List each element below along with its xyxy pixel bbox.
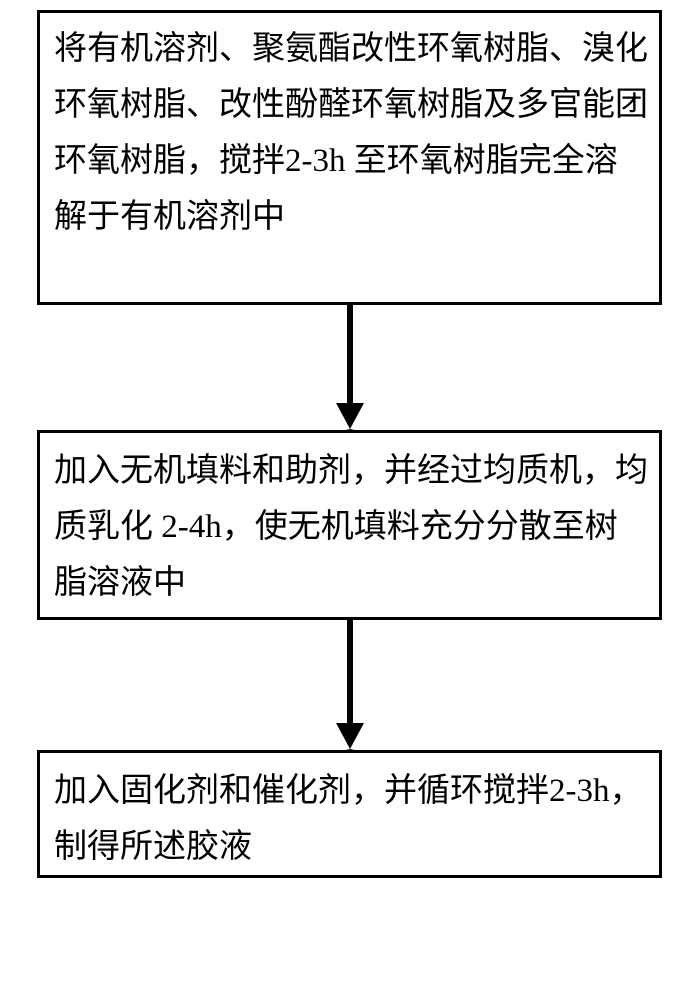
flowchart-step-3-text: 加入固化剂和催化剂，并循环搅拌2-3h，制得所述胶液 xyxy=(54,773,643,865)
arrow-line xyxy=(347,619,353,723)
flowchart-step-2-text: 加入无机填料和助剂，并经过均质机，均质乳化 2-4h，使无机填料充分分散至树脂溶… xyxy=(54,453,648,601)
flowchart-step-2: 加入无机填料和助剂，并经过均质机，均质乳化 2-4h，使无机填料充分分散至树脂溶… xyxy=(37,430,662,620)
arrow-icon xyxy=(336,304,364,432)
arrow-head-icon xyxy=(336,723,364,752)
flowchart-step-1: 将有机溶剂、聚氨酯改性环氧树脂、溴化环氧树脂、改性酚醛环氧树脂及多官能团环氧树脂… xyxy=(37,10,662,305)
flowchart-step-3: 加入固化剂和催化剂，并循环搅拌2-3h，制得所述胶液 xyxy=(37,750,662,878)
arrow-line xyxy=(347,304,353,403)
flowchart-arrow-2 xyxy=(336,620,364,750)
arrow-head-icon xyxy=(336,403,364,432)
flowchart-step-1-text: 将有机溶剂、聚氨酯改性环氧树脂、溴化环氧树脂、改性酚醛环氧树脂及多官能团环氧树脂… xyxy=(54,31,648,235)
flowchart-arrow-1 xyxy=(336,305,364,430)
flowchart-container: 将有机溶剂、聚氨酯改性环氧树脂、溴化环氧树脂、改性酚醛环氧树脂及多官能团环氧树脂… xyxy=(35,10,664,878)
arrow-icon xyxy=(336,619,364,752)
